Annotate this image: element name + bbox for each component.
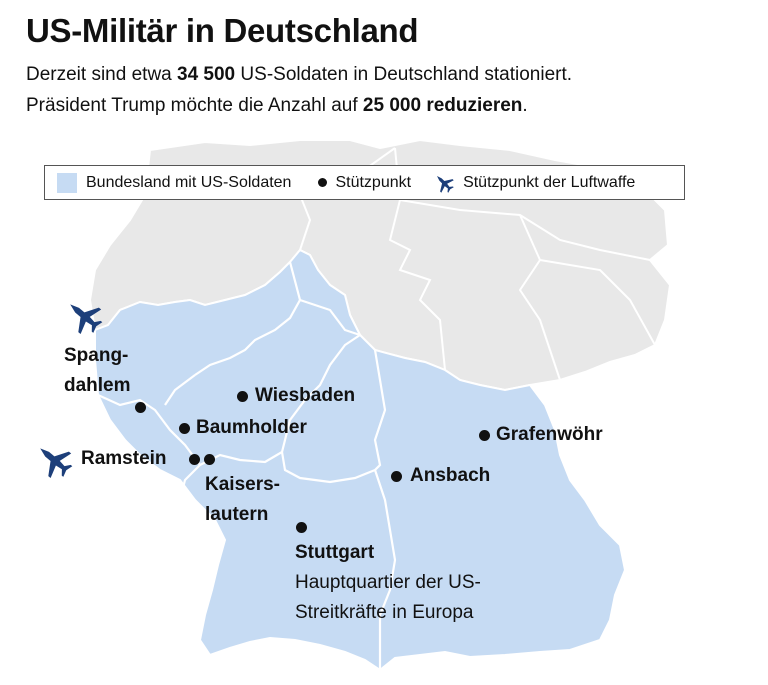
map-legend: Bundesland mit US-Soldaten Stützpunkt St… [44, 165, 685, 200]
stuttgart-marker [295, 521, 307, 533]
stuttgart-note-line-2: Streitkräfte in Europa [295, 602, 474, 623]
stuttgart-label: Stuttgart [295, 542, 375, 563]
ansbach-marker [390, 470, 402, 482]
stuttgart-note-line-1: Hauptquartier der US- [295, 572, 481, 593]
fighter-jet-icon [40, 448, 73, 479]
spangdahlem-label-line-1: Spang- [64, 345, 129, 366]
kaiserslautern-label: Kaisers- lautern [205, 470, 280, 530]
legend-state-label: Bundesland mit US-Soldaten [86, 173, 292, 191]
fighter-jet-icon [437, 175, 454, 193]
subtitle-text: US-Soldaten in Deutschland stationiert. [235, 64, 573, 85]
base-dot-icon [318, 178, 328, 187]
fighter-jet-icon [70, 304, 103, 335]
kaiserslautern-label-line-1: Kaisers- [205, 474, 280, 495]
grafenwoehr-marker [478, 429, 490, 441]
ramstein-marker [188, 453, 200, 465]
soldier-count-target: 25 000 reduzieren [362, 95, 523, 116]
states-with-us-soldiers [94, 248, 627, 672]
ramstein-label: Ramstein [81, 448, 167, 469]
soldier-count-current: 34 500 [177, 64, 236, 85]
spangdahlem-label: Spang- dahlem [64, 341, 131, 401]
kaiserslautern-marker [203, 453, 215, 465]
baumholder-label: Baumholder [196, 417, 307, 438]
wiesbaden-label: Wiesbaden [255, 385, 356, 406]
page-title: US-Militär in Deutschland [26, 12, 419, 49]
baumholder-marker [178, 422, 190, 434]
spangdahlem-label-line-2: dahlem [64, 375, 131, 396]
legend-airbase-label: Stützpunkt der Luftwaffe [463, 173, 636, 191]
state-color-swatch [57, 172, 77, 193]
stuttgart-note: Hauptquartier der US- Streitkräfte in Eu… [295, 568, 481, 628]
subtitle-line-2: Präsident Trump möchte die Anzahl auf 25… [26, 95, 528, 117]
spangdahlem-marker [134, 401, 146, 413]
grafenwoehr-label: Grafenwöhr [496, 424, 603, 445]
ansbach-label: Ansbach [410, 465, 491, 486]
northern-state-borders [298, 147, 656, 381]
kaiserslautern-label-line-2: lautern [205, 504, 269, 525]
legend-base-label: Stützpunkt [335, 173, 412, 191]
wiesbaden-marker [236, 390, 248, 402]
subtitle-text: Präsident Trump möchte die Anzahl auf [26, 95, 363, 116]
subtitle-line-1: Derzeit sind etwa 34 500 US-Soldaten in … [26, 64, 572, 86]
subtitle-text: Derzeit sind etwa [26, 64, 178, 85]
subtitle-text: . [522, 95, 528, 116]
